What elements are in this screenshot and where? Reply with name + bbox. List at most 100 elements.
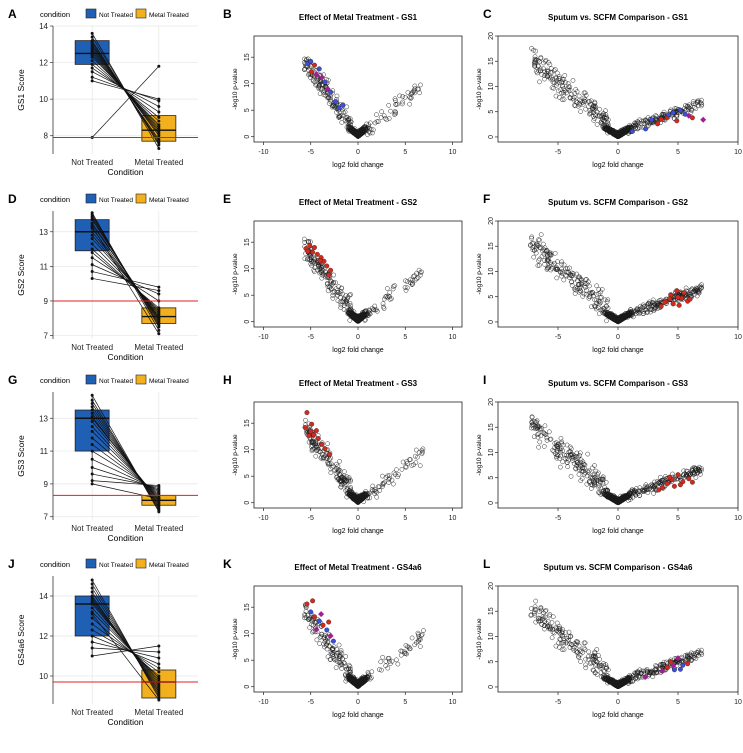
paired-line <box>92 608 159 680</box>
y-axis-label: GS4a6 Score <box>16 614 26 665</box>
gene-point <box>562 263 566 267</box>
x-tick-label: -10 <box>258 515 268 522</box>
y-tick-label: 15 <box>488 57 495 65</box>
gene-point <box>558 465 562 469</box>
gene-point <box>303 418 307 422</box>
sample-point <box>91 587 94 590</box>
gene-point <box>342 110 346 114</box>
gene-point <box>577 472 581 476</box>
y-tick-label: 15 <box>244 419 251 427</box>
gene-point <box>541 242 545 246</box>
legend-title: condition <box>40 10 70 19</box>
sample-point <box>157 332 160 335</box>
x-axis-label: log2 fold change <box>332 347 383 354</box>
x-tick-label: 10 <box>449 515 457 522</box>
x-tick-label: Not Treated <box>71 524 113 533</box>
highlight-gene-purple <box>700 117 706 123</box>
sample-point <box>157 675 160 678</box>
paired-line <box>92 467 159 488</box>
plot-frame <box>254 402 462 508</box>
gene-point <box>537 80 541 84</box>
paired-line <box>92 64 159 117</box>
gene-point <box>560 260 564 264</box>
sample-point <box>157 699 160 702</box>
highlight-gene-red <box>316 436 321 441</box>
y-axis-label: GS2 Score <box>16 254 26 296</box>
gene-point <box>403 95 407 99</box>
y-tick-label: 5 <box>488 110 495 114</box>
y-tick-label: 0 <box>488 320 495 324</box>
gene-point <box>582 96 586 100</box>
gene-point <box>318 642 322 646</box>
legend-swatch-metal-treated <box>136 375 146 384</box>
highlight-gene-red <box>676 472 681 477</box>
gene-point <box>636 127 640 131</box>
y-axis-label: -log10 p-value <box>232 253 239 295</box>
highlight-gene-red <box>310 250 315 255</box>
y-tick-label: 13 <box>39 414 48 423</box>
sample-point <box>91 59 94 62</box>
sample-point <box>157 667 160 670</box>
highlight-gene-red <box>672 484 677 489</box>
sample-point <box>91 420 94 423</box>
sample-point <box>91 409 94 412</box>
gene-point <box>400 467 404 471</box>
sample-point <box>91 225 94 228</box>
paired-line <box>92 400 159 510</box>
gene-point <box>332 273 336 277</box>
paired-line <box>92 474 159 487</box>
highlight-gene-red <box>325 264 330 269</box>
sample-point <box>157 497 160 500</box>
highlight-gene-red <box>328 268 333 273</box>
sample-point <box>91 458 94 461</box>
sample-point <box>91 263 94 266</box>
y-tick-label: 10 <box>488 267 495 275</box>
plot-frame <box>254 36 462 142</box>
y-tick-label: 5 <box>244 474 251 478</box>
gene-point <box>336 464 340 468</box>
x-axis-label: log2 fold change <box>592 347 643 354</box>
paired-line <box>92 413 159 503</box>
legend-title: condition <box>40 376 70 385</box>
sample-point <box>157 663 160 666</box>
x-tick-label: Metal Treated <box>134 158 183 167</box>
x-axis-label: log2 fold change <box>332 162 383 169</box>
panel-letter: A <box>8 7 17 21</box>
gene-point <box>345 105 349 109</box>
x-axis-label: log2 fold change <box>332 528 383 535</box>
y-tick-label: 10 <box>39 672 48 681</box>
y-tick-label: 15 <box>488 242 495 250</box>
gene-point <box>326 442 330 446</box>
gene-point <box>652 491 656 495</box>
paired-line <box>92 77 159 101</box>
x-axis-label: log2 fold change <box>332 712 383 719</box>
gene-point <box>382 306 386 310</box>
gene-point <box>564 91 568 95</box>
gene-point <box>583 97 587 101</box>
y-tick-label: 8 <box>44 132 49 141</box>
gene-point <box>398 94 402 98</box>
x-tick-label: 5 <box>676 334 680 341</box>
gene-point <box>418 83 422 87</box>
y-tick-label: 15 <box>244 603 251 611</box>
paired-line <box>92 239 159 313</box>
gene-point <box>638 304 642 308</box>
x-tick-label: 10 <box>734 334 742 341</box>
gene-point <box>597 312 601 316</box>
sample-point <box>91 607 94 610</box>
gene-point <box>586 452 590 456</box>
x-tick-label: 10 <box>449 334 457 341</box>
highlight-gene-red <box>676 295 681 300</box>
y-tick-label: 10 <box>244 80 251 88</box>
gene-point <box>595 284 599 288</box>
highlight-gene-blue <box>337 106 342 111</box>
highlight-gene-red <box>306 249 311 254</box>
x-tick-label: Not Treated <box>71 343 113 352</box>
y-axis-label: GS1 Score <box>16 69 26 111</box>
